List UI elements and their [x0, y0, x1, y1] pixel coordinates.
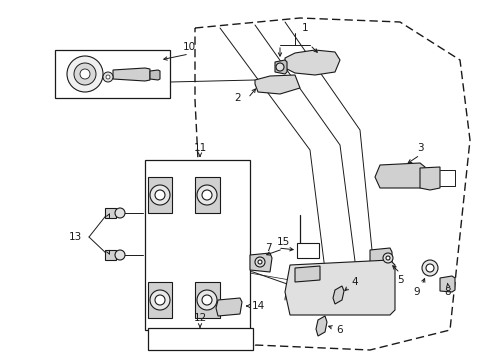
- Text: 15: 15: [276, 237, 289, 247]
- Polygon shape: [369, 248, 391, 268]
- Polygon shape: [105, 250, 116, 260]
- Bar: [145, 160, 249, 330]
- Text: 5: 5: [396, 275, 403, 285]
- Circle shape: [67, 56, 103, 92]
- Circle shape: [155, 295, 164, 305]
- Circle shape: [385, 256, 389, 260]
- Text: 7: 7: [264, 243, 271, 253]
- Polygon shape: [216, 298, 242, 316]
- Polygon shape: [195, 177, 220, 213]
- Circle shape: [425, 264, 433, 272]
- Circle shape: [275, 63, 284, 71]
- Bar: [55, 50, 170, 98]
- Polygon shape: [148, 282, 172, 318]
- Circle shape: [254, 257, 264, 267]
- Text: 2: 2: [234, 93, 241, 103]
- Bar: [148, 328, 252, 350]
- Polygon shape: [419, 167, 439, 190]
- Polygon shape: [374, 163, 424, 188]
- Text: 4: 4: [351, 277, 358, 287]
- Circle shape: [202, 295, 212, 305]
- Polygon shape: [195, 282, 220, 318]
- Circle shape: [197, 290, 217, 310]
- Circle shape: [202, 190, 212, 200]
- Polygon shape: [150, 70, 160, 80]
- Text: 8: 8: [444, 287, 450, 297]
- Polygon shape: [285, 50, 339, 75]
- Polygon shape: [274, 60, 286, 74]
- Text: 1: 1: [301, 23, 307, 33]
- Polygon shape: [113, 68, 150, 81]
- Circle shape: [382, 253, 392, 263]
- Polygon shape: [105, 208, 116, 218]
- Text: 6: 6: [336, 325, 343, 335]
- Circle shape: [115, 250, 125, 260]
- Circle shape: [150, 290, 170, 310]
- Polygon shape: [332, 286, 343, 304]
- Circle shape: [115, 208, 125, 218]
- Text: 11: 11: [193, 143, 206, 153]
- Circle shape: [106, 75, 110, 79]
- Text: 9: 9: [413, 287, 420, 297]
- Text: 3: 3: [416, 143, 423, 153]
- Circle shape: [150, 185, 170, 205]
- Circle shape: [155, 190, 164, 200]
- Polygon shape: [249, 253, 271, 272]
- Text: 10: 10: [182, 42, 195, 52]
- Circle shape: [197, 185, 217, 205]
- Polygon shape: [285, 260, 394, 315]
- Circle shape: [74, 63, 96, 85]
- Bar: [296, 243, 318, 258]
- Circle shape: [80, 69, 90, 79]
- Text: 12: 12: [193, 313, 206, 323]
- Circle shape: [258, 260, 262, 264]
- Polygon shape: [294, 266, 319, 282]
- Polygon shape: [148, 177, 172, 213]
- Polygon shape: [439, 276, 454, 292]
- Circle shape: [421, 260, 437, 276]
- Circle shape: [103, 72, 113, 82]
- Polygon shape: [315, 316, 326, 336]
- Polygon shape: [254, 75, 299, 94]
- Text: 13: 13: [68, 232, 81, 242]
- Text: 14: 14: [251, 301, 264, 311]
